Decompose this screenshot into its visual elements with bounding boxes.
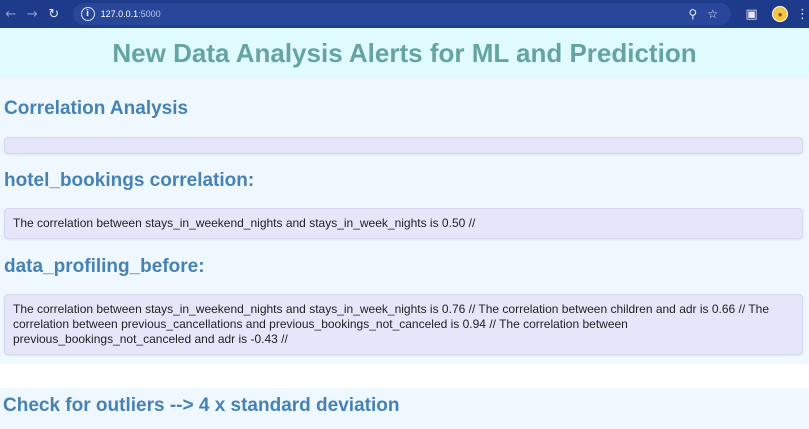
- url-text[interactable]: 127.0.0.1:5000: [101, 9, 161, 19]
- arrow-right-icon[interactable]: →: [26, 6, 38, 22]
- correlation-heading: Correlation Analysis: [4, 98, 189, 119]
- page-header: New Data Analysis Alerts for ML and Pred…: [0, 28, 809, 78]
- reload-icon[interactable]: ↻: [48, 6, 60, 22]
- arrow-left-icon[interactable]: ←: [5, 6, 17, 22]
- star-icon[interactable]: ☆: [707, 7, 719, 21]
- url-host: 127.0.0.1: [100, 9, 139, 19]
- url-port: :5000: [138, 9, 161, 19]
- page-title: New Data Analysis Alerts for ML and Pred…: [112, 37, 697, 68]
- address-bar[interactable]: i 127.0.0.1:5000 ⚲ ☆: [72, 3, 731, 25]
- site-info-icon[interactable]: i: [80, 7, 95, 21]
- data-profiling-heading: data_profiling_before:: [4, 256, 205, 277]
- outliers-heading: Check for outliers --> 4 x standard devi…: [3, 395, 400, 416]
- data-profiling-result: The correlation between stays_in_weekend…: [4, 294, 803, 355]
- browser-toolbar: ← → ↻ i 127.0.0.1:5000 ⚲ ☆ ▣ ● ⋮: [0, 0, 809, 28]
- section-gap: [0, 364, 809, 388]
- outliers-section: Check for outliers --> 4 x standard devi…: [0, 388, 809, 429]
- correlation-section: Correlation Analysis hotel_bookings corr…: [0, 78, 809, 364]
- hotel-bookings-heading: hotel_bookings correlation:: [4, 170, 255, 191]
- empty-result-box: [4, 137, 803, 154]
- profile-icon[interactable]: ●: [772, 6, 788, 22]
- extensions-icon[interactable]: ▣: [745, 6, 758, 22]
- hotel-bookings-result: The correlation between stays_in_weekend…: [4, 208, 803, 239]
- zoom-icon[interactable]: ⚲: [688, 7, 698, 21]
- more-icon[interactable]: ⋮: [795, 6, 809, 22]
- page-content: New Data Analysis Alerts for ML and Pred…: [0, 28, 809, 429]
